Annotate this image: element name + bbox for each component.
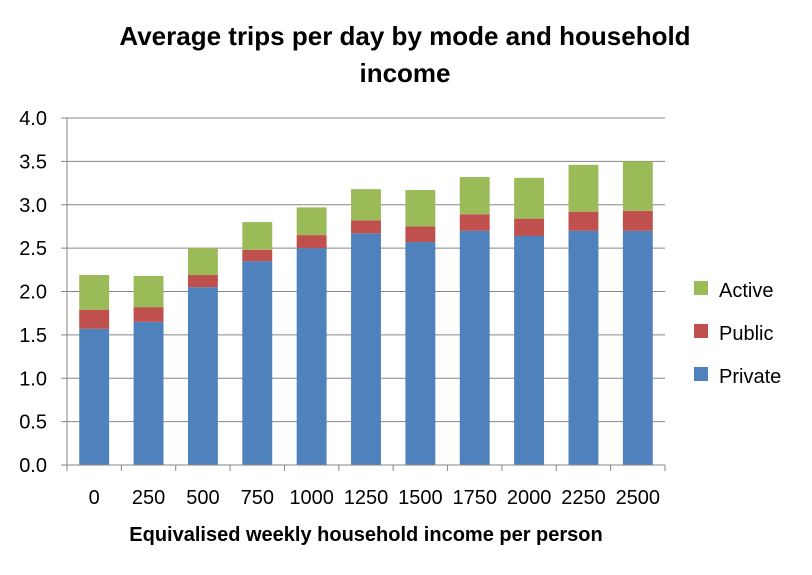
bar-segment-private-2500 bbox=[622, 230, 653, 465]
chart-title-line-2: income bbox=[359, 58, 450, 88]
bar-segment-private-0 bbox=[79, 328, 110, 465]
legend-label-active: Active bbox=[719, 280, 773, 302]
legend-swatch-public bbox=[694, 324, 708, 338]
x-tick-label: 1750 bbox=[452, 487, 497, 509]
bar-segment-active-1000 bbox=[296, 207, 327, 236]
bar-segment-public-1500 bbox=[405, 226, 436, 243]
bar-segment-public-1750 bbox=[459, 214, 490, 231]
legend-label-public: Public bbox=[719, 323, 773, 345]
bar-segment-active-0 bbox=[79, 275, 110, 310]
bar-segment-active-2000 bbox=[514, 177, 545, 219]
bar-segment-public-2250 bbox=[568, 211, 599, 231]
bar-segment-private-1750 bbox=[459, 230, 490, 465]
bar-segment-active-1500 bbox=[405, 190, 436, 227]
bar-segment-private-500 bbox=[187, 287, 218, 465]
x-tick-label: 0 bbox=[89, 487, 100, 509]
legend-label-private: Private bbox=[719, 366, 781, 388]
y-tick-label: 4.0 bbox=[19, 108, 47, 130]
x-tick-label: 2000 bbox=[507, 487, 552, 509]
x-tick-label: 1500 bbox=[398, 487, 443, 509]
legend: Active Public Private bbox=[694, 280, 781, 388]
x-tick-label: 750 bbox=[241, 487, 274, 509]
bar-segment-private-2000 bbox=[514, 235, 545, 465]
bar-segment-public-1000 bbox=[296, 235, 327, 249]
bar-segment-public-1250 bbox=[351, 220, 381, 234]
bar-segment-active-2500 bbox=[622, 161, 653, 211]
axes bbox=[61, 117, 666, 471]
bar-segment-public-500 bbox=[187, 275, 218, 288]
y-tick-labels: 0.0 0.5 1.0 1.5 2.0 2.5 3.0 3.5 4.0 bbox=[19, 108, 47, 477]
bar-segment-private-2250 bbox=[568, 230, 599, 465]
x-tick-labels: 0 250 500 750 1000 1250 1500 1750 2000 2250 2500 bbox=[89, 487, 660, 509]
x-tick-label: 2500 bbox=[616, 487, 661, 509]
bar-segment-active-1250 bbox=[351, 189, 381, 221]
x-tick-label: 1250 bbox=[344, 487, 389, 509]
y-tick-label: 2.5 bbox=[19, 238, 47, 260]
bar-segment-active-250 bbox=[133, 275, 164, 308]
x-tick-label: 500 bbox=[186, 487, 219, 509]
y-tick-label: 3.5 bbox=[19, 151, 47, 173]
bar-segment-public-250 bbox=[133, 307, 164, 322]
bars bbox=[79, 161, 653, 465]
bar-segment-public-750 bbox=[242, 249, 273, 262]
y-tick-label: 1.5 bbox=[19, 325, 47, 347]
bar-segment-private-1000 bbox=[296, 248, 327, 465]
y-tick-label: 3.0 bbox=[19, 195, 47, 217]
bar-segment-active-500 bbox=[187, 248, 218, 276]
y-tick-label: 2.0 bbox=[19, 282, 47, 304]
x-axis-title: Equivalised weekly household income per … bbox=[129, 524, 602, 546]
y-tick-label: 0.0 bbox=[19, 455, 47, 477]
bar-segment-private-250 bbox=[133, 321, 164, 465]
bar-segment-active-750 bbox=[242, 222, 273, 250]
bar-segment-private-1250 bbox=[351, 233, 381, 465]
y-tick-label: 1.0 bbox=[19, 368, 47, 390]
bar-segment-public-2500 bbox=[622, 210, 653, 231]
chart-title-line-1: Average trips per day by mode and househ… bbox=[119, 21, 690, 51]
bar-segment-private-750 bbox=[242, 261, 273, 465]
bar-segment-active-2250 bbox=[568, 164, 599, 212]
bar-segment-private-1500 bbox=[405, 242, 436, 465]
bar-segment-public-0 bbox=[79, 309, 110, 329]
legend-swatch-active bbox=[694, 281, 708, 295]
x-tick-label: 2250 bbox=[561, 487, 606, 509]
x-tick-label: 250 bbox=[132, 487, 165, 509]
y-tick-label: 0.5 bbox=[19, 412, 47, 434]
legend-swatch-private bbox=[694, 367, 708, 381]
bar-segment-public-2000 bbox=[514, 218, 545, 236]
bar-segment-active-1750 bbox=[459, 176, 490, 215]
x-tick-label: 1000 bbox=[289, 487, 334, 509]
